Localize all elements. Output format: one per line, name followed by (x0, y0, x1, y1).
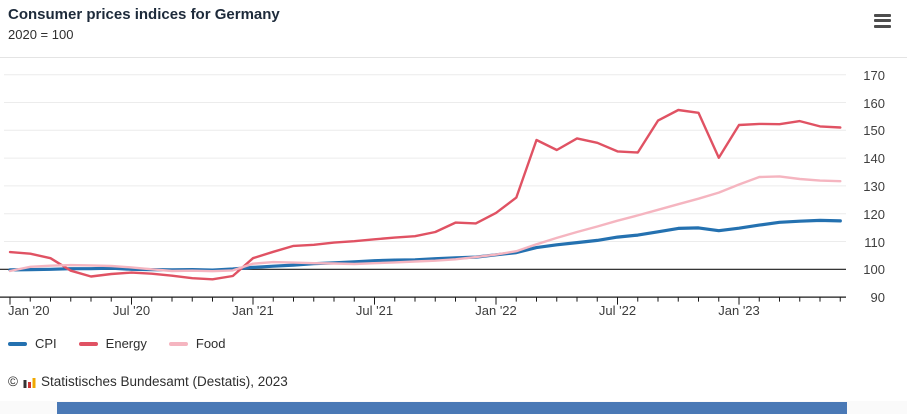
food-line-swatch (168, 341, 188, 346)
menu-button[interactable] (870, 7, 895, 34)
hamburger-menu-icon (874, 13, 891, 28)
legend-label-food: Food (195, 336, 226, 351)
legend-label-cpi: CPI (35, 336, 57, 351)
chart-title: Consumer prices indices for Germany (8, 6, 280, 23)
legend-item-cpi[interactable]: CPI (8, 336, 57, 351)
legend-item-energy[interactable]: Energy (78, 336, 147, 351)
series-line-cpi (8, 218, 842, 272)
range-slider-bar[interactable] (57, 402, 847, 414)
series-line-energy (8, 108, 842, 281)
chart-header: Consumer prices indices for Germany 2020… (0, 0, 907, 58)
series-line-food (8, 175, 842, 273)
source-text: Statistisches Bundesamt (Destatis), 2023 (40, 374, 288, 389)
chart-subtitle: 2020 = 100 (8, 27, 74, 42)
destatis-barchart-logo-icon (23, 378, 36, 388)
copyright-symbol: © (8, 374, 18, 389)
cpi-line-swatch (8, 341, 27, 346)
legend-label-energy: Energy (105, 336, 147, 351)
energy-line-swatch (78, 341, 98, 346)
source-line: © Statistisches Bundesamt (Destatis), 20… (8, 374, 288, 389)
legend-item-food[interactable]: Food (168, 336, 226, 351)
legend: CPI Energy Food (8, 336, 226, 351)
